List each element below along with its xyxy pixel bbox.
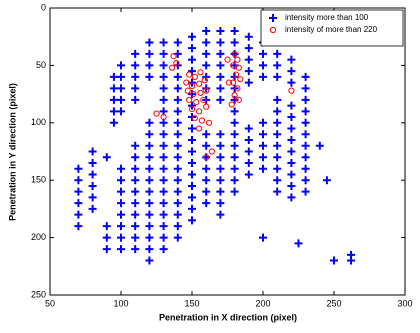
legend-label: intensity of more than 220 bbox=[285, 25, 378, 34]
x-axis-label: Penetration in X direction (pixel) bbox=[159, 312, 297, 322]
y-axis-label: Penetration in Y direction (pixel) bbox=[7, 83, 17, 221]
y-tick-label: 0 bbox=[41, 2, 46, 12]
x-tick-label: 100 bbox=[113, 298, 128, 308]
x-tick-label: 250 bbox=[326, 298, 341, 308]
chart: Penetration in X direction (pixel) Penet… bbox=[0, 0, 420, 328]
legend-label: intensity more than 100 bbox=[285, 13, 369, 22]
y-tick-label: 200 bbox=[31, 232, 46, 242]
y-tick-label: 250 bbox=[31, 289, 46, 299]
y-tick-label: 50 bbox=[36, 60, 46, 70]
x-tick-label: 50 bbox=[45, 298, 55, 308]
x-tick-label: 300 bbox=[397, 298, 412, 308]
y-tick-label: 100 bbox=[31, 117, 46, 127]
x-tick-label: 150 bbox=[184, 298, 199, 308]
page: {"chart_data": {"type": "scatter", "xlab… bbox=[0, 0, 420, 333]
x-tick-label: 200 bbox=[255, 298, 270, 308]
y-tick-label: 150 bbox=[31, 175, 46, 185]
